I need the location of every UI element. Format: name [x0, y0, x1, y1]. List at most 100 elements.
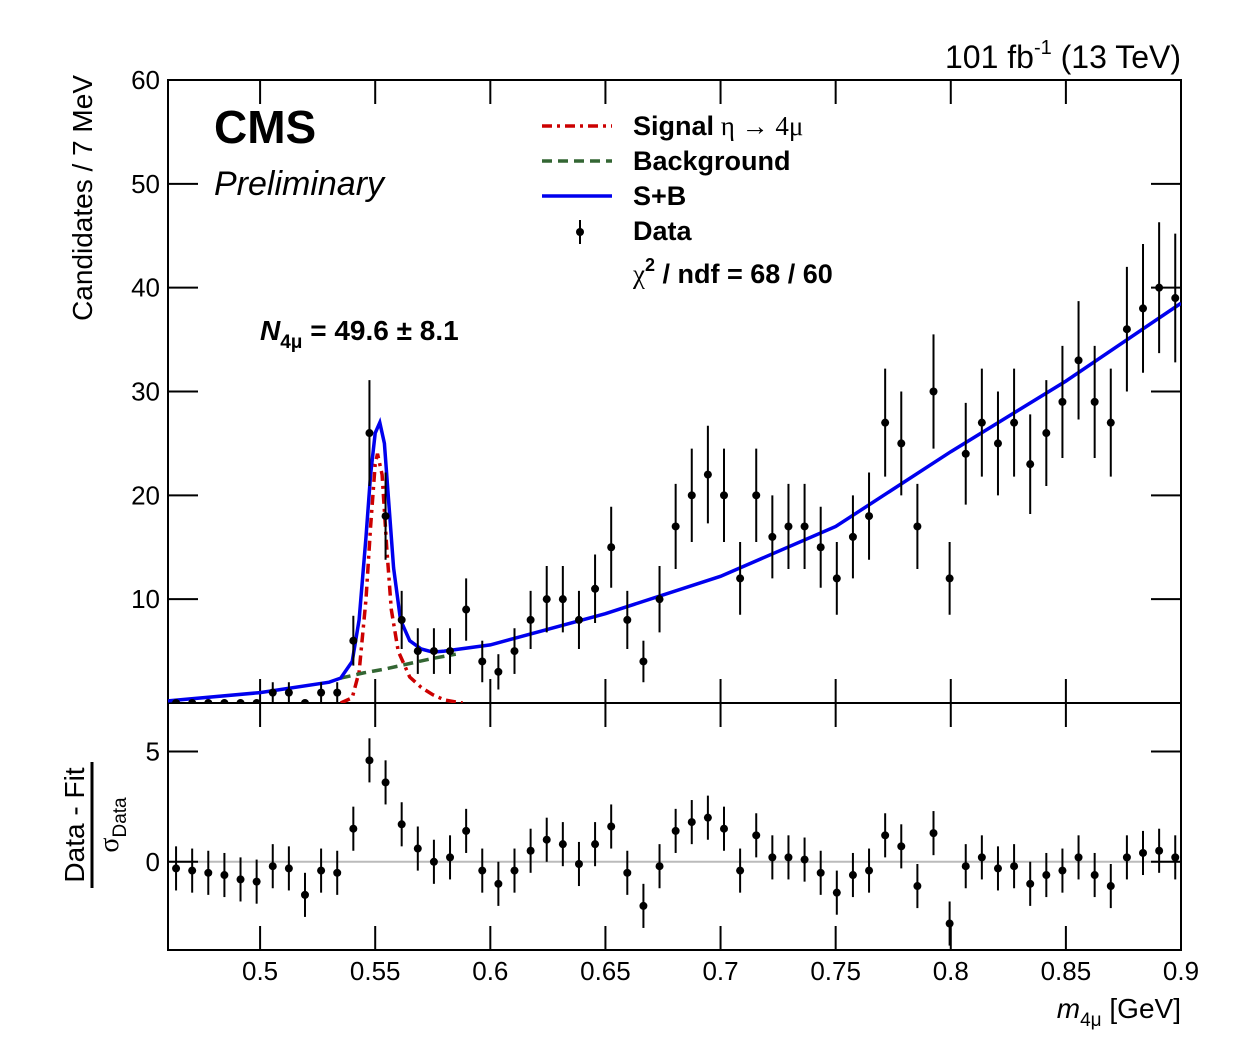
residual-point — [800, 855, 809, 864]
residual-point — [558, 840, 567, 849]
residual-point — [945, 919, 954, 928]
data-point — [591, 584, 600, 593]
fit-quality: χ2 / ndf = 68 / 60 — [632, 255, 833, 289]
residual-point — [865, 866, 874, 875]
x-tick-label: 0.65 — [580, 956, 631, 986]
data-point — [929, 387, 938, 396]
fit-quality-part: χ — [632, 259, 645, 289]
data-point — [977, 418, 986, 427]
residual-point — [220, 871, 229, 880]
luminosity-label-part: 101 fb — [945, 39, 1034, 75]
residual-point — [1026, 879, 1035, 888]
legend-label: Data — [633, 216, 693, 246]
y-axis-title-part: σ — [94, 838, 125, 853]
data-point — [317, 688, 326, 697]
x-axis-title-part: 4μ — [1080, 1010, 1102, 1031]
y-tick-label: 5 — [146, 737, 160, 767]
residual-point — [913, 882, 922, 891]
data-point — [784, 522, 793, 531]
data-point — [1042, 429, 1051, 438]
residual-point — [413, 844, 422, 853]
residual-point — [1010, 862, 1019, 871]
residual-point — [510, 866, 519, 875]
y-tick-label: 20 — [131, 480, 160, 510]
residual-point — [252, 877, 261, 886]
data-point — [655, 595, 664, 604]
residual-point — [1042, 871, 1051, 880]
y-axis-title: σData — [94, 797, 131, 853]
residual-point — [284, 864, 293, 873]
data-point — [478, 657, 487, 666]
data-point — [768, 532, 777, 541]
x-tick-label: 0.85 — [1041, 956, 1092, 986]
data-point — [671, 522, 680, 531]
data-point — [172, 699, 181, 703]
x-axis-title-part: m — [1057, 993, 1080, 1024]
x-tick-label: 0.8 — [933, 956, 969, 986]
data-point — [574, 615, 583, 624]
fit-curve — [339, 453, 463, 703]
data-point — [687, 491, 696, 500]
residual-point — [639, 901, 648, 910]
residual-point — [897, 842, 906, 851]
residual-point — [719, 824, 728, 833]
data-point — [897, 439, 906, 448]
x-tick-label: 0.7 — [702, 956, 738, 986]
residual-point — [365, 756, 374, 765]
legend-label-part: Signal — [633, 111, 714, 141]
residual-point — [687, 818, 696, 827]
residual-point — [848, 871, 857, 880]
residual-point — [1106, 882, 1115, 891]
y-axis-title: Candidates / 7 MeV — [67, 75, 98, 321]
fit-curve — [168, 301, 1181, 703]
fit-quality-part: 2 — [645, 255, 655, 275]
y-tick-label: 0 — [146, 847, 160, 877]
data-point — [494, 667, 503, 676]
data-point — [816, 543, 825, 552]
residual-point — [623, 868, 632, 877]
luminosity-label-part: -1 — [1034, 37, 1052, 59]
residual-point — [574, 859, 583, 868]
data-point — [252, 699, 261, 703]
legend-label: Signal η → 4μ — [633, 111, 803, 141]
data-point — [623, 615, 632, 624]
residual-point — [977, 853, 986, 862]
legend-label-part: Background — [633, 146, 791, 176]
data-point — [446, 647, 455, 656]
x-tick-label: 0.9 — [1163, 956, 1199, 986]
residual-point — [752, 831, 761, 840]
residual-point — [1074, 853, 1083, 862]
legend-label-part: η → 4μ — [714, 111, 803, 141]
residual-point — [333, 868, 342, 877]
residual-point — [736, 866, 745, 875]
data-point — [719, 491, 728, 500]
residual-point — [172, 864, 181, 873]
residual-point — [929, 829, 938, 838]
data-point — [752, 491, 761, 500]
data-point — [333, 688, 342, 697]
residual-point — [1058, 866, 1067, 875]
data-point — [526, 615, 535, 624]
residual-point — [478, 866, 487, 875]
fit-quality-part: / ndf = 68 / 60 — [655, 259, 833, 289]
residual-point — [204, 868, 213, 877]
data-point — [300, 699, 309, 703]
x-axis-title: m4μ [GeV] — [1057, 993, 1181, 1031]
residual-point — [397, 820, 406, 829]
data-point — [284, 688, 293, 697]
residual-point — [317, 866, 326, 875]
data-point — [1122, 325, 1131, 334]
x-tick-label: 0.5 — [242, 956, 278, 986]
residual-point — [1155, 846, 1164, 855]
x-tick-label: 0.55 — [350, 956, 401, 986]
data-point — [204, 699, 213, 703]
yield-annotation-part: 4μ — [280, 332, 302, 353]
residual-point — [591, 840, 600, 849]
data-point — [1171, 294, 1180, 303]
x-tick-label: 0.75 — [810, 956, 861, 986]
curves — [168, 301, 1181, 703]
data-point — [268, 688, 277, 697]
residual-point — [993, 864, 1002, 873]
residual-point — [816, 868, 825, 877]
residual-point — [961, 862, 970, 871]
